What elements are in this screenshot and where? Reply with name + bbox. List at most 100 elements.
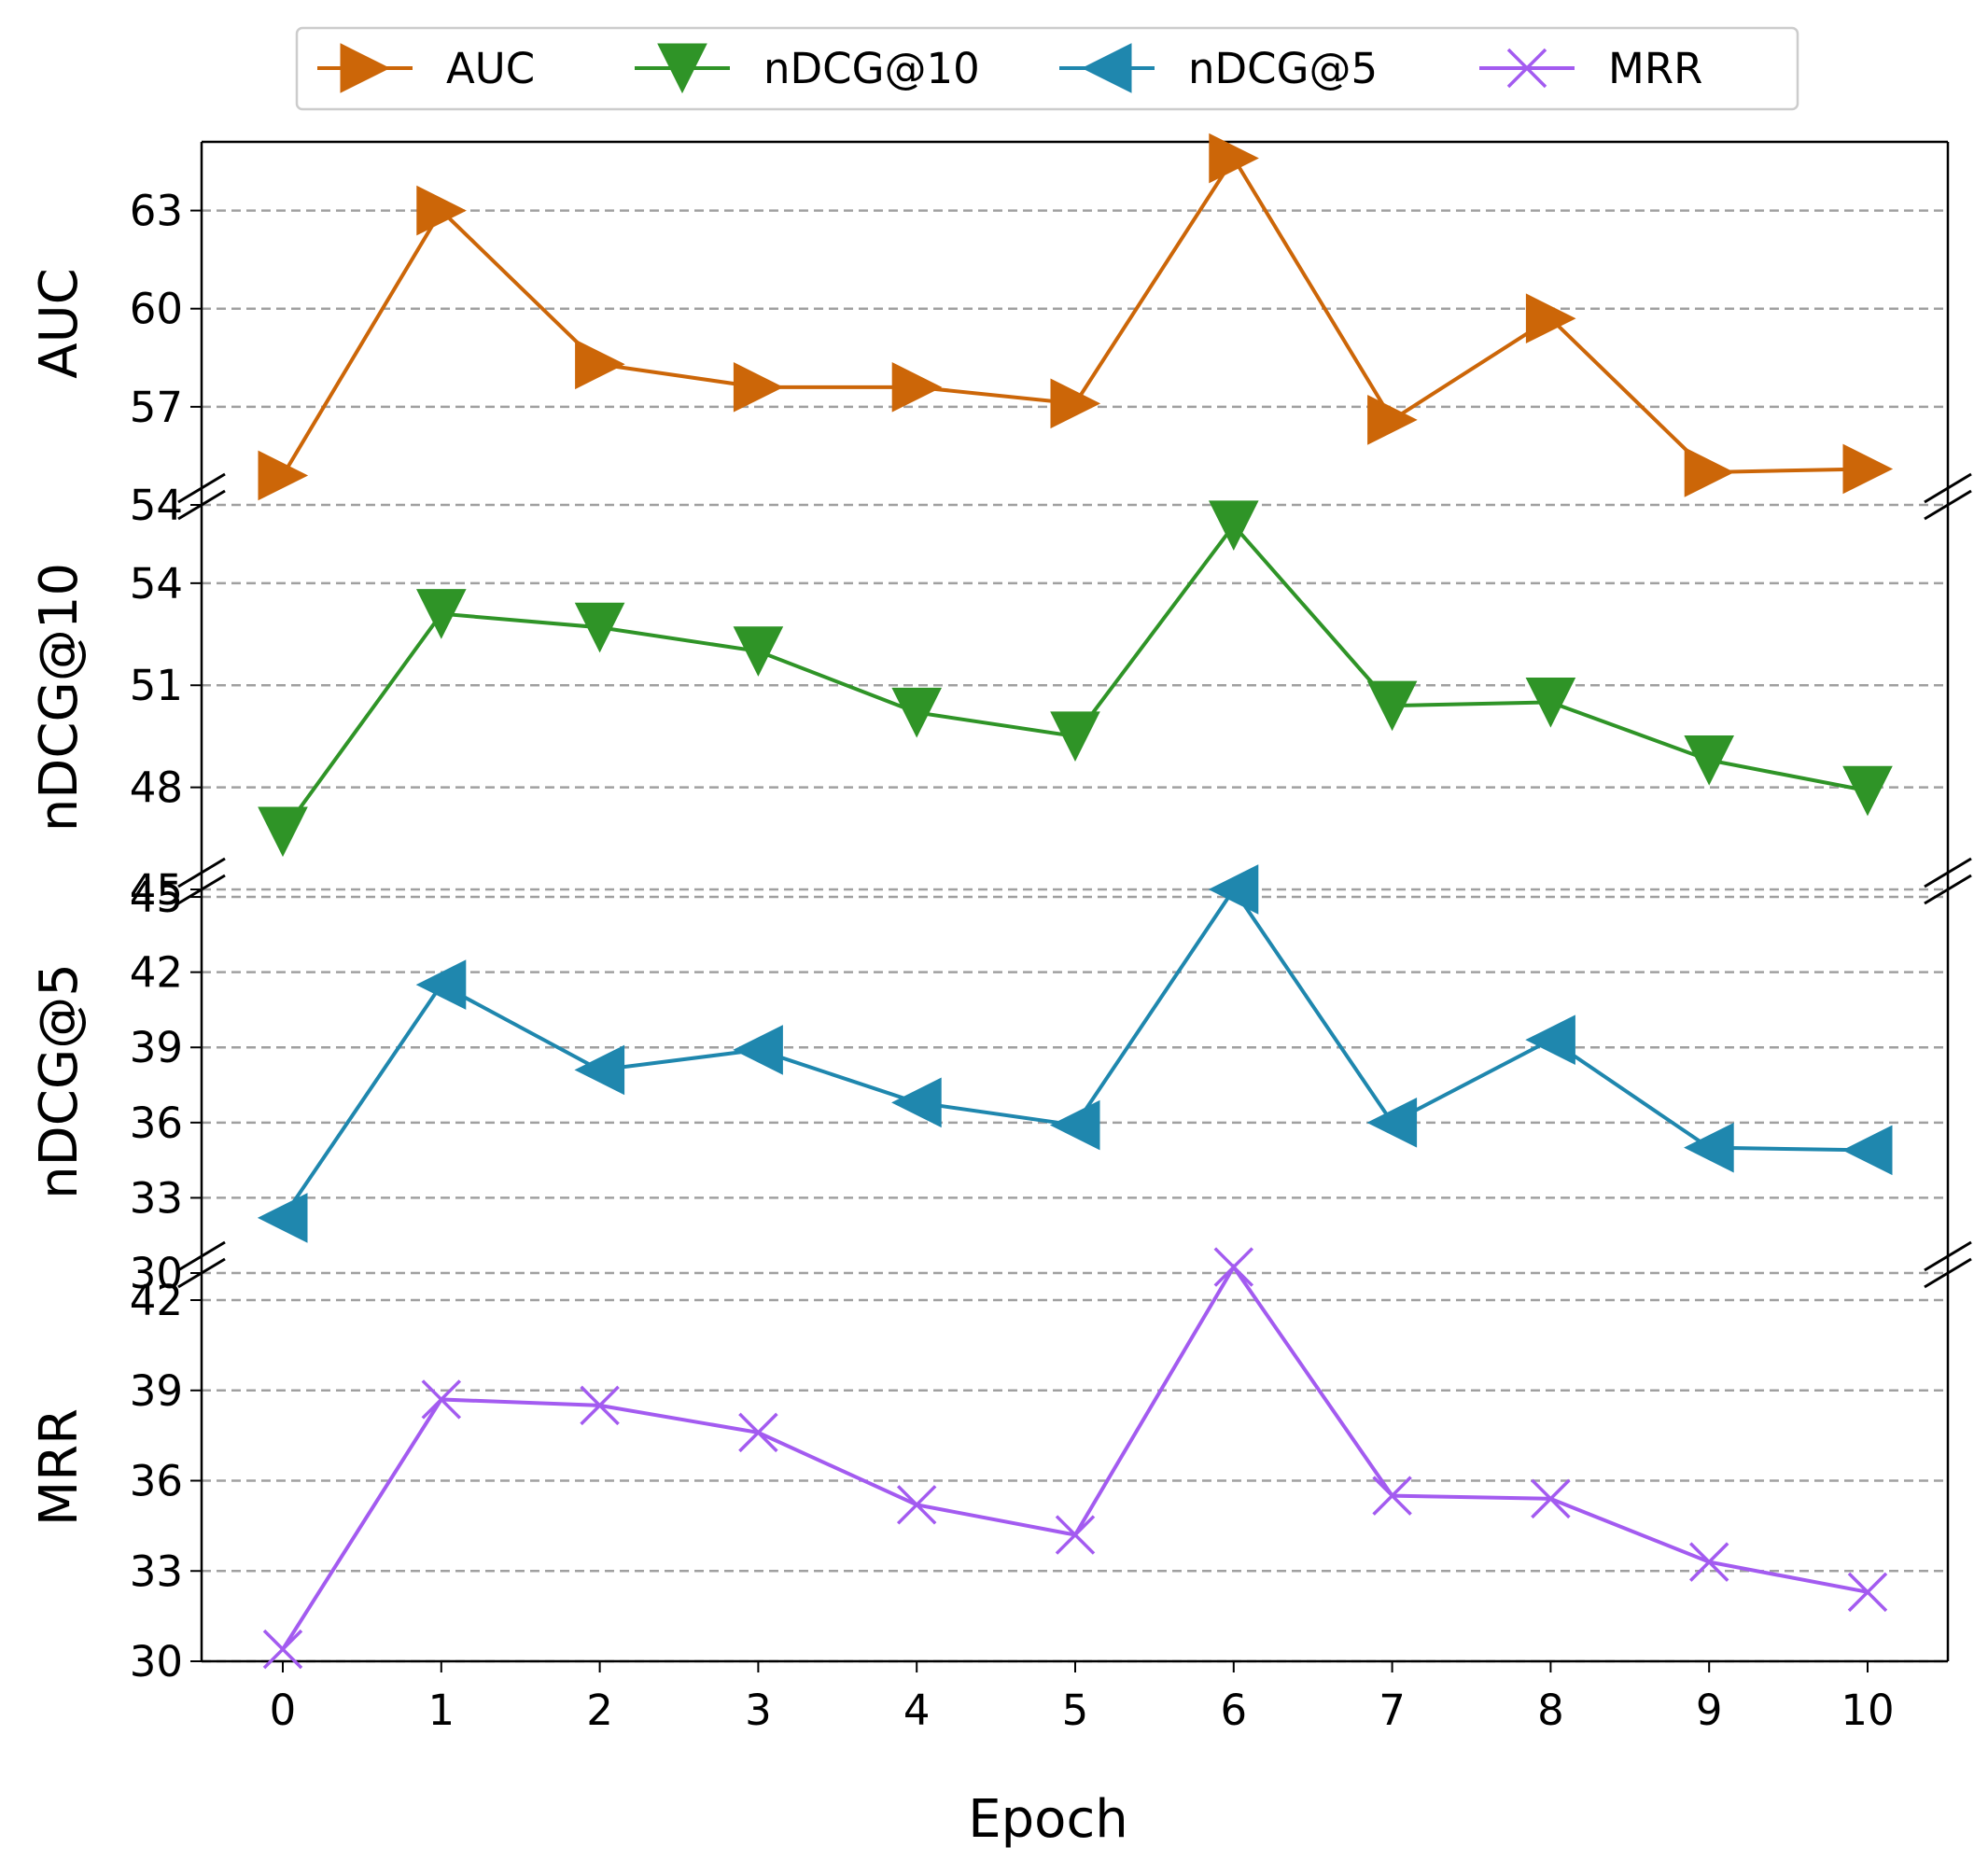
data-point-mrr — [1055, 1515, 1096, 1555]
break-slash — [177, 874, 226, 905]
legend-label: nDCG@5 — [1188, 44, 1378, 93]
data-point-ndcg-5 — [891, 1077, 942, 1128]
y-tick-label: 51 — [130, 661, 183, 710]
y-tick-label: 48 — [130, 763, 183, 813]
y-tick-label: 33 — [130, 1173, 183, 1223]
y-tick-label: 57 — [130, 383, 183, 432]
y-tick-label: 39 — [130, 1023, 183, 1072]
y-tick-label: 45 — [130, 873, 183, 922]
y-tick-label: 42 — [130, 1276, 183, 1325]
x-tick-label: 0 — [270, 1686, 297, 1735]
y-tick-label: 60 — [130, 285, 183, 334]
data-point-ndcg-10 — [733, 626, 784, 677]
data-point-ndcg-10 — [891, 687, 943, 738]
data-point-auc — [575, 339, 625, 390]
data-point-auc — [1525, 293, 1576, 344]
y-axis-title: nDCG@10 — [29, 563, 90, 832]
panel-mrr: 30 33 36 39 42 MRR — [29, 1247, 1950, 1686]
x-tick-label: 7 — [1379, 1686, 1406, 1735]
data-point-ndcg-10 — [574, 602, 625, 653]
axis-break-mark — [177, 472, 226, 521]
data-point-mrr — [262, 1629, 303, 1670]
axis-break-mark — [1924, 1240, 1972, 1289]
data-point-auc — [258, 450, 309, 501]
data-point-mrr — [1372, 1476, 1412, 1516]
y-tick-label: 30 — [130, 1637, 183, 1686]
data-point-ndcg-5 — [1049, 1099, 1100, 1151]
y-tick-label: 36 — [130, 1457, 183, 1506]
data-point-auc — [416, 185, 467, 236]
legend-marker — [1081, 43, 1132, 93]
break-slash — [1924, 1240, 1972, 1272]
data-point-ndcg-5 — [733, 1025, 783, 1075]
data-point-ndcg-5 — [1684, 1122, 1734, 1173]
data-point-ndcg-5 — [1208, 864, 1259, 915]
y-tick-label: 54 — [130, 481, 183, 530]
data-point-ndcg-10 — [1366, 680, 1418, 732]
axis-break-mark — [1924, 857, 1972, 905]
break-slash — [1924, 874, 1972, 905]
data-point-ndcg-5 — [257, 1193, 308, 1243]
break-slash — [177, 1257, 226, 1289]
axis-break-mark — [177, 857, 226, 905]
y-tick-label: 30 — [130, 1249, 183, 1298]
y-tick-label: 36 — [130, 1098, 183, 1148]
data-point-auc — [1367, 395, 1418, 445]
data-point-ndcg-5 — [1366, 1098, 1418, 1148]
y-tick-label: 63 — [130, 187, 183, 236]
legend: AUC nDCG@10 nDCG@5 MRR — [295, 26, 1799, 111]
data-point-auc — [1209, 133, 1259, 184]
axis-break-mark — [1924, 472, 1972, 521]
legend-item-ndcg-5: nDCG@5 — [1059, 43, 1378, 93]
break-slash — [177, 1240, 226, 1272]
legend-marker — [340, 43, 391, 93]
x-tick-label: 1 — [427, 1686, 455, 1735]
data-point-mrr — [1213, 1247, 1254, 1287]
panel-ndcg-10: 45 48 51 54 nDCG@10 — [29, 500, 1950, 915]
y-tick-label: 42 — [130, 948, 183, 998]
break-slash — [1924, 857, 1972, 889]
panel-ndcg-5: 30 33 36 39 42 45 nDCG@5 — [29, 864, 1950, 1298]
data-point-ndcg-5 — [574, 1044, 625, 1096]
y-tick-label: 33 — [130, 1546, 183, 1596]
data-point-mrr — [896, 1485, 937, 1525]
legend-label: MRR — [1608, 44, 1702, 93]
x-tick-label: 8 — [1537, 1686, 1564, 1735]
y-axis-title: nDCG@5 — [29, 963, 90, 1199]
chart-panels: 54 57 60 63 AUC 45 48 51 54 nDCG@10 30 33 36 39 42 45 nD… — [29, 133, 1972, 1686]
x-axis-title: Epoch — [968, 1789, 1127, 1850]
y-tick-label: 39 — [130, 1366, 183, 1416]
break-slash — [1924, 1257, 1972, 1289]
panel-auc: 54 57 60 63 AUC — [29, 133, 1950, 530]
y-axis-title: MRR — [29, 1408, 90, 1526]
break-slash — [1924, 489, 1972, 521]
series-line-mrr — [281, 1263, 1869, 1651]
data-point-ndcg-5 — [1841, 1125, 1893, 1176]
data-point-ndcg-10 — [1842, 765, 1893, 817]
data-point-auc — [1684, 447, 1735, 497]
x-tick-label: 2 — [586, 1686, 613, 1735]
y-tick-label: 54 — [130, 559, 183, 609]
data-point-mrr — [738, 1412, 778, 1453]
data-point-ndcg-5 — [1525, 1014, 1575, 1065]
data-point-auc — [1050, 378, 1101, 429]
data-point-mrr — [1531, 1478, 1571, 1519]
data-point-ndcg-10 — [1525, 677, 1576, 728]
data-point-ndcg-10 — [415, 589, 467, 639]
data-point-mrr — [1847, 1572, 1888, 1613]
legend-item-mrr: MRR — [1479, 44, 1702, 93]
data-point-ndcg-10 — [1050, 711, 1100, 763]
x-axis: 0 1 2 3 4 5 6 7 8 9 10 — [270, 1661, 1895, 1735]
series-line-ndcg-10 — [281, 522, 1869, 833]
legend-label: nDCG@10 — [763, 44, 980, 93]
axis-break-mark — [177, 1240, 226, 1289]
break-slash — [1924, 472, 1972, 504]
series-line-ndcg-5 — [281, 886, 1869, 1220]
data-point-ndcg-10 — [1208, 500, 1259, 551]
data-point-auc — [1842, 443, 1894, 495]
x-tick-label: 10 — [1841, 1686, 1894, 1735]
data-point-ndcg-10 — [258, 806, 308, 858]
data-point-ndcg-10 — [1684, 735, 1735, 786]
data-point-auc — [891, 362, 943, 413]
